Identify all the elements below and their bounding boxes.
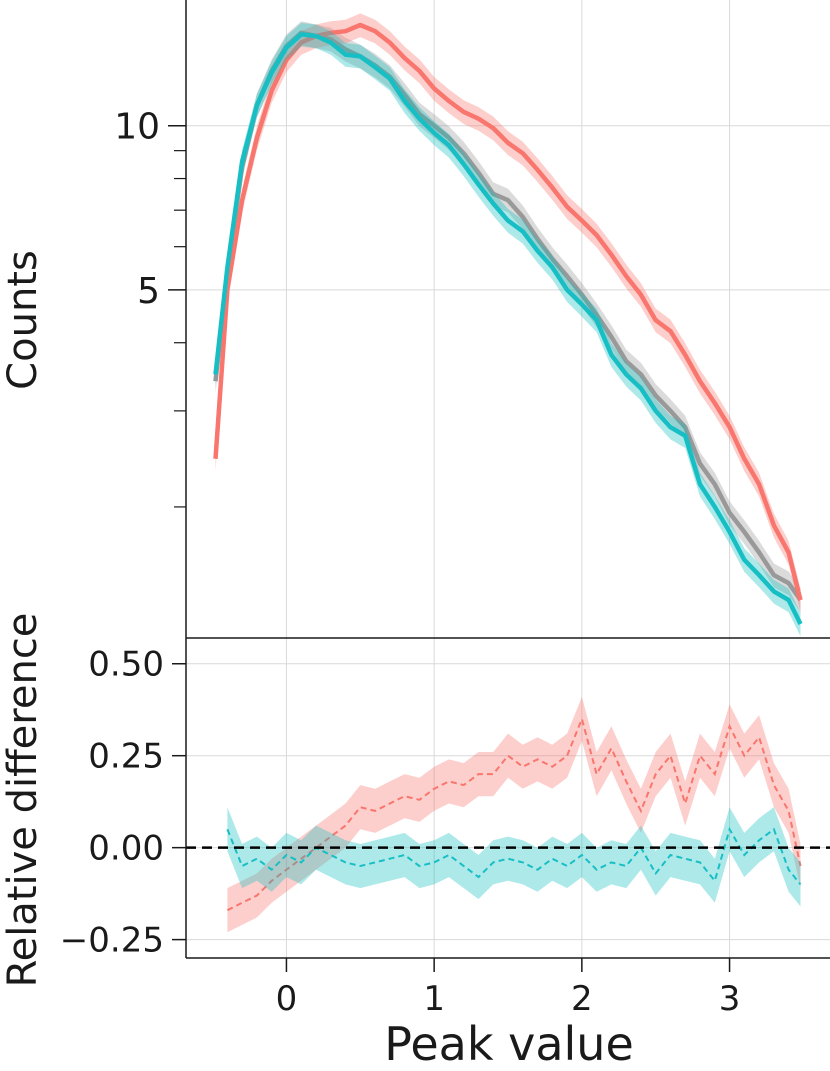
bottom-ytick-label: 0.50: [88, 645, 164, 685]
top-panel: 5 10: [114, 0, 830, 638]
bottom-xtick-label: 3: [719, 979, 741, 1019]
x-axis-label: Peak value: [384, 1017, 634, 1071]
bottom-ytick-label: −0.25: [60, 921, 164, 961]
top-band-0: [215, 21, 801, 613]
bottom-xtick-label: 1: [423, 979, 445, 1019]
top-series-line-1: [213, 22, 803, 601]
top-ytick-label: 5: [137, 271, 160, 312]
bottom-series-line-1: [226, 826, 802, 886]
bottom-ytick-label: 0.00: [88, 829, 164, 869]
top-band-2: [215, 22, 801, 637]
bottom-band-1: [227, 807, 801, 907]
bottom-series-line-0: [226, 715, 802, 912]
bottom-band-0: [227, 696, 801, 933]
top-band-1: [215, 13, 801, 613]
top-y-axis-label: Counts: [0, 250, 46, 390]
bottom-y-axis-label: Relative difference: [0, 613, 46, 988]
bottom-ytick-label: 0.25: [88, 737, 164, 777]
bottom-xtick-label: 0: [276, 979, 298, 1019]
top-ytick-label: 10: [114, 107, 160, 148]
top-series-line-2: [213, 32, 803, 625]
bottom-xtick-label: 2: [571, 979, 593, 1019]
bottom-panel: −0.25 0.00 0.25 0.50 0 1 2 3: [60, 637, 830, 1019]
